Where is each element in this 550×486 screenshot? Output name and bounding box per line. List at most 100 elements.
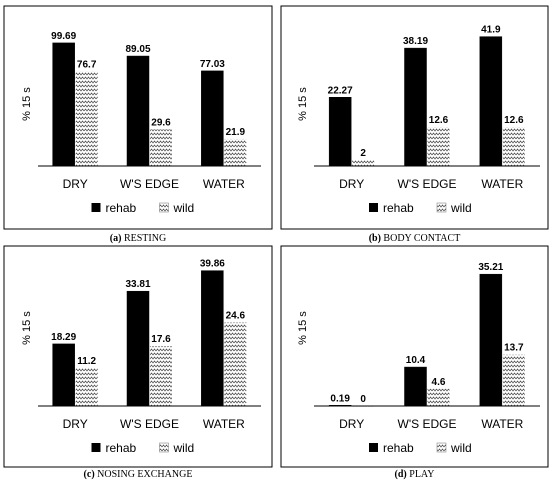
y-axis-label: % 15 s <box>21 87 33 121</box>
x-tick-label-1: W'S EDGE <box>398 417 457 431</box>
y-axis-label: % 15 s <box>297 87 309 121</box>
x-tick-label-1: W'S EDGE <box>120 417 179 431</box>
data-label-rehab-2: 41.9 <box>481 25 501 36</box>
panel-frame <box>3 245 273 468</box>
x-tick-label-2: WATER <box>203 177 245 191</box>
panel-frame <box>3 5 273 230</box>
legend-swatch-wild <box>436 202 447 213</box>
bar-wild-2 <box>224 138 247 166</box>
bar-wild-0 <box>352 159 375 166</box>
legend-label-wild: wild <box>450 201 472 215</box>
data-label-wild-2: 12.6 <box>504 115 524 126</box>
panel-frame <box>280 5 549 230</box>
x-tick-label-2: WATER <box>481 417 523 431</box>
data-label-rehab-1: 33.81 <box>125 279 150 290</box>
x-tick-label-1: W'S EDGE <box>398 177 457 191</box>
chart-panel-c: % 15 s 18.29 11.2 DRY 33.81 17.6 W'S EDGE 39.86… <box>3 245 273 480</box>
legend-label-rehab: rehab <box>383 201 414 215</box>
data-label-rehab-1: 38.19 <box>403 36 428 47</box>
y-axis-label: % 15 s <box>21 311 33 345</box>
legend: rehab wild <box>369 201 472 215</box>
data-label-rehab-0: 99.69 <box>51 31 76 42</box>
legend-label-wild: wild <box>450 441 472 455</box>
x-tick-label-0: DRY <box>63 177 88 191</box>
legend-swatch-rehab <box>91 203 101 212</box>
legend-label-rehab: rehab <box>106 441 137 455</box>
bar-wild-1 <box>427 127 450 166</box>
bar-rehab-0 <box>52 42 75 167</box>
data-label-wild-0: 76.7 <box>77 59 97 70</box>
data-label-wild-1: 17.6 <box>151 334 171 345</box>
x-tick-label-2: WATER <box>203 417 245 431</box>
data-label-rehab-2: 35.21 <box>478 262 503 273</box>
bar-wild-2 <box>502 127 525 166</box>
legend-swatch-rehab <box>91 443 101 452</box>
data-label-wild-1: 4.6 <box>432 377 446 388</box>
panel-caption: (a) RESTING <box>110 233 166 244</box>
bar-wild-2 <box>224 322 247 406</box>
legend-swatch-wild <box>159 202 169 213</box>
data-label-wild-2: 24.6 <box>226 310 246 321</box>
legend: rehab wild <box>369 441 472 455</box>
legend-label-wild: wild <box>173 201 195 215</box>
bar-wild-1 <box>150 346 172 406</box>
legend-label-wild: wild <box>173 441 195 455</box>
data-label-rehab-0: 18.29 <box>51 332 76 343</box>
panel-caption-label: (a) <box>110 233 122 244</box>
data-label-rehab-0: 0.19 <box>330 393 350 404</box>
panel-caption-text: NOSING EXCHANGE <box>95 469 193 480</box>
data-label-wild-2: 21.9 <box>226 127 246 138</box>
data-label-wild-0: 11.2 <box>77 356 96 367</box>
x-tick-label-2: WATER <box>481 177 523 191</box>
bar-rehab-0 <box>328 97 352 167</box>
bar-rehab-1 <box>404 47 427 167</box>
bar-wild-0 <box>75 367 98 406</box>
legend-swatch-wild <box>436 442 447 453</box>
legend-swatch-wild <box>159 442 169 453</box>
bar-wild-2 <box>502 354 525 406</box>
data-label-wild-2: 13.7 <box>504 343 524 354</box>
bar-rehab-1 <box>126 290 150 407</box>
panel-caption-label: (d) <box>395 469 407 480</box>
legend-label-rehab: rehab <box>106 201 137 215</box>
data-label-rehab-2: 39.86 <box>200 259 225 270</box>
legend-swatch-rehab <box>369 443 378 452</box>
panel-caption: (d) PLAY <box>395 469 435 480</box>
chart-panel-d: % 15 s 0.19 0 DRY 10.4 4.6 W'S EDGE 35.21 13.7 WA… <box>280 245 549 480</box>
bar-rehab-2 <box>201 270 224 407</box>
panel-frame <box>280 245 549 468</box>
legend: rehab wild <box>91 441 195 455</box>
y-axis-label: % 15 s <box>297 311 309 345</box>
x-tick-label-1: W'S EDGE <box>120 177 179 191</box>
data-label-wild-1: 29.6 <box>151 117 171 128</box>
panel-caption-text: BODY CONTACT <box>381 233 460 244</box>
x-tick-label-0: DRY <box>339 417 364 431</box>
bar-wild-1 <box>150 129 172 166</box>
data-label-rehab-2: 77.03 <box>200 59 225 70</box>
bar-rehab-1 <box>404 366 427 407</box>
bar-rehab-2 <box>479 36 503 167</box>
legend: rehab wild <box>91 201 195 215</box>
legend-label-rehab: rehab <box>383 441 414 455</box>
bar-rehab-2 <box>201 70 224 167</box>
bar-rehab-0 <box>52 343 75 407</box>
panel-caption-label: (c) <box>84 469 95 480</box>
chart-panel-b: % 15 s 22.27 2 DRY 38.19 12.6 W'S EDGE 41.9 12.6… <box>280 5 549 244</box>
data-label-rehab-1: 10.4 <box>406 355 426 366</box>
x-tick-label-0: DRY <box>63 417 88 431</box>
panel-caption: (c) NOSING EXCHANGE <box>84 469 193 480</box>
bar-rehab-1 <box>126 55 150 167</box>
data-label-rehab-1: 89.05 <box>125 44 150 55</box>
panel-caption-label: (b) <box>369 233 381 244</box>
chart-panel-a: % 15 s 99.69 76.7 DRY 89.05 29.6 W'S EDGE 77.03… <box>3 5 273 244</box>
panel-caption: (b) BODY CONTACT <box>369 233 461 244</box>
x-tick-label-0: DRY <box>339 177 364 191</box>
bar-wild-0 <box>75 71 98 166</box>
bar-rehab-2 <box>479 273 503 407</box>
data-label-wild-1: 12.6 <box>429 115 449 126</box>
bar-wild-1 <box>427 388 450 406</box>
panel-caption-text: RESTING <box>121 233 166 244</box>
legend-swatch-rehab <box>369 203 378 212</box>
data-label-wild-0: 2 <box>360 148 366 159</box>
